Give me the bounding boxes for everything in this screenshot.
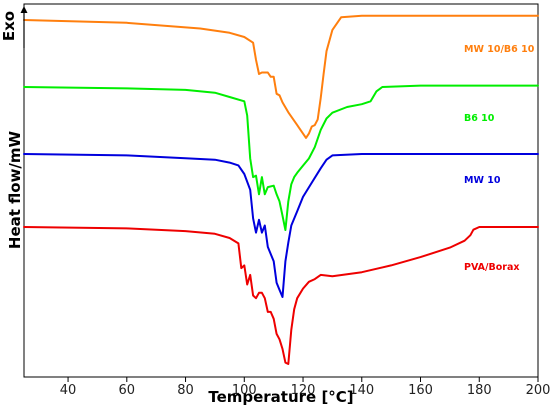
- series-label-3: PVA/Borax: [464, 262, 519, 273]
- series-line-0: [23, 14, 539, 139]
- series-layer: [23, 14, 539, 365]
- series-line-1: [23, 84, 539, 231]
- x-tick-label: 120: [291, 383, 316, 398]
- series-line-2: [23, 153, 539, 298]
- series-label-2: MW 10: [464, 175, 501, 186]
- x-tick-label: 100: [232, 383, 257, 398]
- x-tick-label: 60: [119, 383, 136, 398]
- x-tick-label: 40: [60, 383, 77, 398]
- x-axis-ticks: 40 60 80 100 120 140 160 180 200: [60, 377, 550, 398]
- series-label-0: MW 10/B6 10: [464, 44, 535, 55]
- x-tick-label: 140: [349, 383, 374, 398]
- series-line-3: [23, 226, 539, 365]
- series-labels: MW 10/B6 10 B6 10 MW 10 PVA/Borax: [464, 44, 535, 273]
- x-tick-label: 80: [177, 383, 194, 398]
- x-tick-label: 160: [408, 383, 433, 398]
- y-axis-label: Heat flow/mW: [6, 130, 24, 249]
- series-label-1: B6 10: [464, 113, 495, 124]
- exo-indicator: Exo: [0, 6, 28, 48]
- x-axis-label: Temperature [°C]: [208, 388, 353, 406]
- exo-arrow-head: [20, 6, 28, 13]
- x-tick-label: 180: [467, 383, 492, 398]
- plot-frame: [23, 3, 539, 378]
- x-tick-label: 200: [526, 383, 550, 398]
- exo-label: Exo: [0, 11, 18, 41]
